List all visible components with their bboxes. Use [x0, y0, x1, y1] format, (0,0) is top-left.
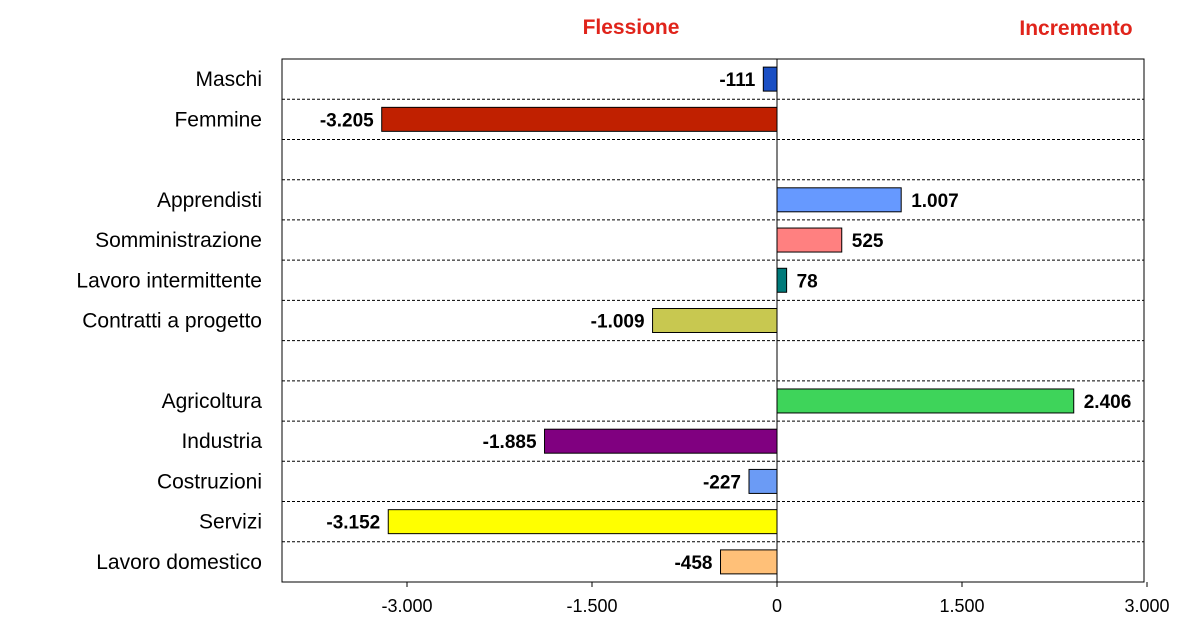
bar [776, 187, 902, 213]
tick-label: 1.500 [939, 596, 984, 616]
bar [748, 468, 778, 494]
x-axis: -3.000 -1.500 0 1.500 3.000 [381, 582, 1170, 616]
value-label: -1.885 [483, 432, 537, 453]
bar [776, 227, 843, 253]
header-right: Incremento [1019, 17, 1132, 40]
bars [381, 66, 1075, 575]
value-label: -227 [703, 472, 741, 493]
bar [652, 308, 778, 333]
value-label: -1.009 [591, 312, 645, 333]
bar [776, 267, 788, 293]
bar [544, 428, 778, 454]
category-label: Somministrazione [95, 229, 262, 252]
value-label: -111 [719, 70, 755, 91]
bar [720, 549, 778, 575]
value-label: 78 [797, 271, 818, 292]
tick-label: 0 [772, 596, 782, 616]
category-label: Contratti a progetto [82, 310, 262, 333]
tick-label: -3.000 [381, 596, 432, 616]
bar [762, 66, 778, 92]
value-labels: -111 -3.205 1.007 525 78 -1.009 2.406 -1.885 -22… [320, 70, 1131, 574]
category-label: Lavoro domestico [96, 551, 262, 574]
plot-area [281, 58, 1145, 583]
header-left: Flessione [583, 16, 680, 39]
value-label: -458 [674, 553, 712, 574]
grid-lines [282, 98, 1144, 543]
category-labels: Maschi Femmine Apprendisti Somministrazione… [76, 68, 262, 574]
category-label: Apprendisti [157, 189, 262, 212]
tick-label: -1.500 [566, 596, 617, 616]
bar [381, 106, 778, 132]
value-label: 2.406 [1084, 392, 1132, 413]
category-label: Maschi [195, 68, 262, 91]
category-label: Servizi [199, 511, 262, 534]
category-label: Lavoro intermittente [76, 269, 262, 292]
value-label: 1.007 [911, 191, 959, 212]
value-label: -3.152 [326, 513, 380, 534]
tick-label: 3.000 [1124, 596, 1169, 616]
bar [387, 509, 778, 535]
category-label: Femmine [174, 108, 262, 131]
value-label: 525 [852, 231, 884, 252]
category-label: Industria [181, 430, 262, 453]
category-label: Agricoltura [162, 390, 263, 413]
value-label: -3.205 [320, 110, 374, 131]
category-label: Costruzioni [157, 470, 262, 493]
bar [776, 388, 1075, 414]
